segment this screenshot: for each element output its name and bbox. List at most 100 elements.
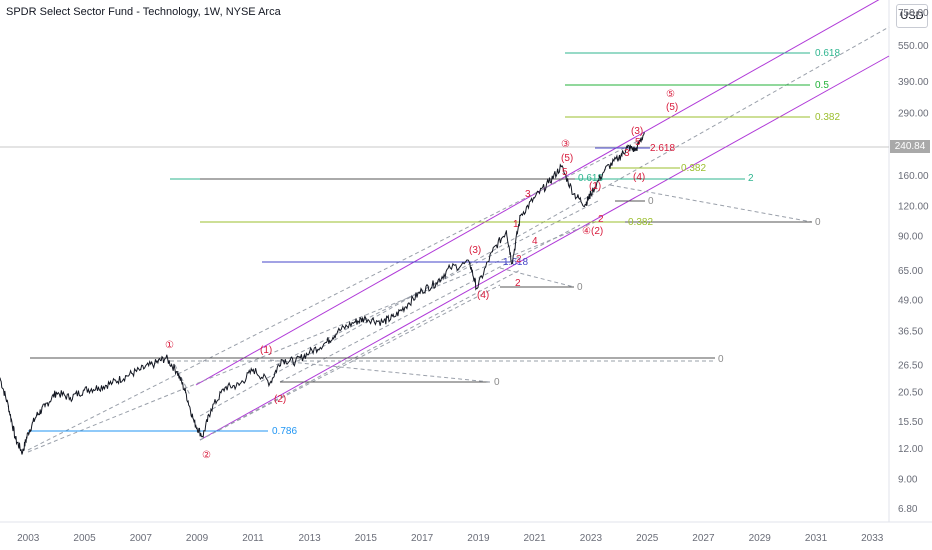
wave-label-2-2023: 2 <box>598 214 604 225</box>
time-axis[interactable]: 2003 2005 2007 2009 2011 2013 2015 2017 2019 2021… <box>17 533 884 544</box>
price-point <box>325 341 327 343</box>
wave-label-paren-1-2011: (1) <box>260 345 272 356</box>
price-point <box>407 303 409 305</box>
price-point <box>238 384 240 386</box>
wave-label-5-2024: 5 <box>635 137 641 148</box>
x-tick-label: 2007 <box>130 533 153 544</box>
price-point <box>308 351 311 353</box>
fib-label-0-2008: 0 <box>718 354 724 365</box>
fib-label-0-right: 0 <box>815 217 821 228</box>
fib-label-0-2019: 0 <box>577 282 583 293</box>
last-price-tag: 240.84 <box>890 140 930 153</box>
price-point <box>193 421 195 423</box>
fib-label-0382-lower: 0.382 <box>628 217 653 228</box>
wave-label-4-2020: 4 <box>532 236 538 247</box>
price-point <box>353 321 356 323</box>
x-tick-label: 2019 <box>467 533 490 544</box>
price-point <box>97 386 100 389</box>
fib-label-0382-mid: 0.382 <box>681 163 706 174</box>
price-point <box>505 230 507 232</box>
price-point <box>14 438 17 440</box>
wave-label-paren-5-2025: (5) <box>666 102 678 113</box>
trendline-2009-b <box>199 269 521 441</box>
wave-label-circle-2: ② <box>202 450 211 461</box>
price-point <box>0 377 1 379</box>
price-series-line <box>0 132 645 455</box>
level-0-dashed-2 <box>499 267 575 288</box>
y-tick-label: 36.50 <box>898 327 923 338</box>
x-tick-label: 2011 <box>242 533 264 544</box>
wave-label-3-2021: 3 <box>525 189 531 200</box>
trendline-long-upper <box>27 139 641 451</box>
price-point <box>604 169 606 171</box>
wave-label-paren-3-2018: (3) <box>469 245 481 256</box>
price-point <box>626 146 629 148</box>
x-tick-label: 2027 <box>692 533 715 544</box>
channel-lower-line <box>199 55 890 441</box>
trendline-2011-b <box>269 199 601 369</box>
y-tick-label: 26.50 <box>898 361 923 372</box>
level-0-dashed-diag <box>609 184 813 223</box>
price-point <box>7 405 9 407</box>
wave-label-paren-3-2024: (3) <box>631 126 643 137</box>
y-tick-label: 550.00 <box>898 41 929 52</box>
price-point <box>185 391 187 394</box>
y-tick-label: 90.00 <box>898 232 923 243</box>
y-tick-label: 20.50 <box>898 388 923 399</box>
x-tick-label: 2009 <box>186 533 209 544</box>
price-point <box>44 405 46 407</box>
price-point <box>224 386 226 389</box>
price-point <box>140 368 142 371</box>
price-axis[interactable]: 750.00550.00390.00290.00210.00160.00120.… <box>898 8 929 515</box>
price-point <box>176 371 178 373</box>
price-point <box>469 262 471 264</box>
price-point <box>126 375 128 377</box>
wave-label-paren-5-2021: (5) <box>561 153 573 164</box>
x-tick-label: 2029 <box>749 533 772 544</box>
price-point <box>435 282 437 284</box>
price-point <box>643 132 645 134</box>
y-tick-label: 750.00 <box>898 8 929 19</box>
price-point <box>519 214 522 217</box>
fib-label-1618: 1.618 <box>503 257 528 268</box>
price-point <box>21 451 24 454</box>
fib-label-0786: 0.786 <box>272 426 297 437</box>
price-point <box>83 389 85 391</box>
wave-label-circle-1: ① <box>165 340 174 351</box>
wave-label-paren-1-2023: (1) <box>589 181 601 192</box>
y-tick-label: 290.00 <box>898 108 929 119</box>
y-tick-label: 390.00 <box>898 77 929 88</box>
x-tick-label: 2023 <box>580 533 603 544</box>
fib-label-0382-upper: 0.382 <box>815 112 840 123</box>
price-point <box>584 204 586 206</box>
x-tick-label: 2017 <box>411 533 434 544</box>
x-tick-label: 2021 <box>524 533 547 544</box>
price-point <box>111 382 114 384</box>
wave-label-2-2019: 2 <box>515 278 521 289</box>
currency-selector[interactable]: USD <box>896 4 928 28</box>
wave-label-2-2020: 2 <box>516 254 522 265</box>
price-point <box>202 435 204 438</box>
wave-label-paren-2-2023: (2) <box>591 226 603 237</box>
price-point <box>548 182 550 184</box>
wave-label-circle-3: ③ <box>561 139 570 150</box>
price-point <box>154 362 156 365</box>
price-point <box>294 361 296 363</box>
price-point <box>635 149 637 151</box>
chart-title: SPDR Select Sector Fund - Technology, 1W… <box>6 6 281 18</box>
y-tick-label: 15.50 <box>898 417 923 428</box>
price-point <box>55 391 57 394</box>
x-tick-label: 2005 <box>73 533 96 544</box>
trendline-2011-a <box>279 224 581 383</box>
x-tick-label: 2015 <box>355 533 378 544</box>
price-point <box>382 321 384 323</box>
x-tick-label: 2003 <box>17 533 40 544</box>
price-point <box>252 368 254 371</box>
price-point <box>533 197 536 199</box>
price-point <box>27 432 29 434</box>
price-point <box>165 357 167 359</box>
fib-label-0618-mid: 0.618 <box>578 173 603 184</box>
y-tick-label: 49.00 <box>898 296 923 307</box>
fib-label-0618-upper: 0.618 <box>815 48 840 59</box>
